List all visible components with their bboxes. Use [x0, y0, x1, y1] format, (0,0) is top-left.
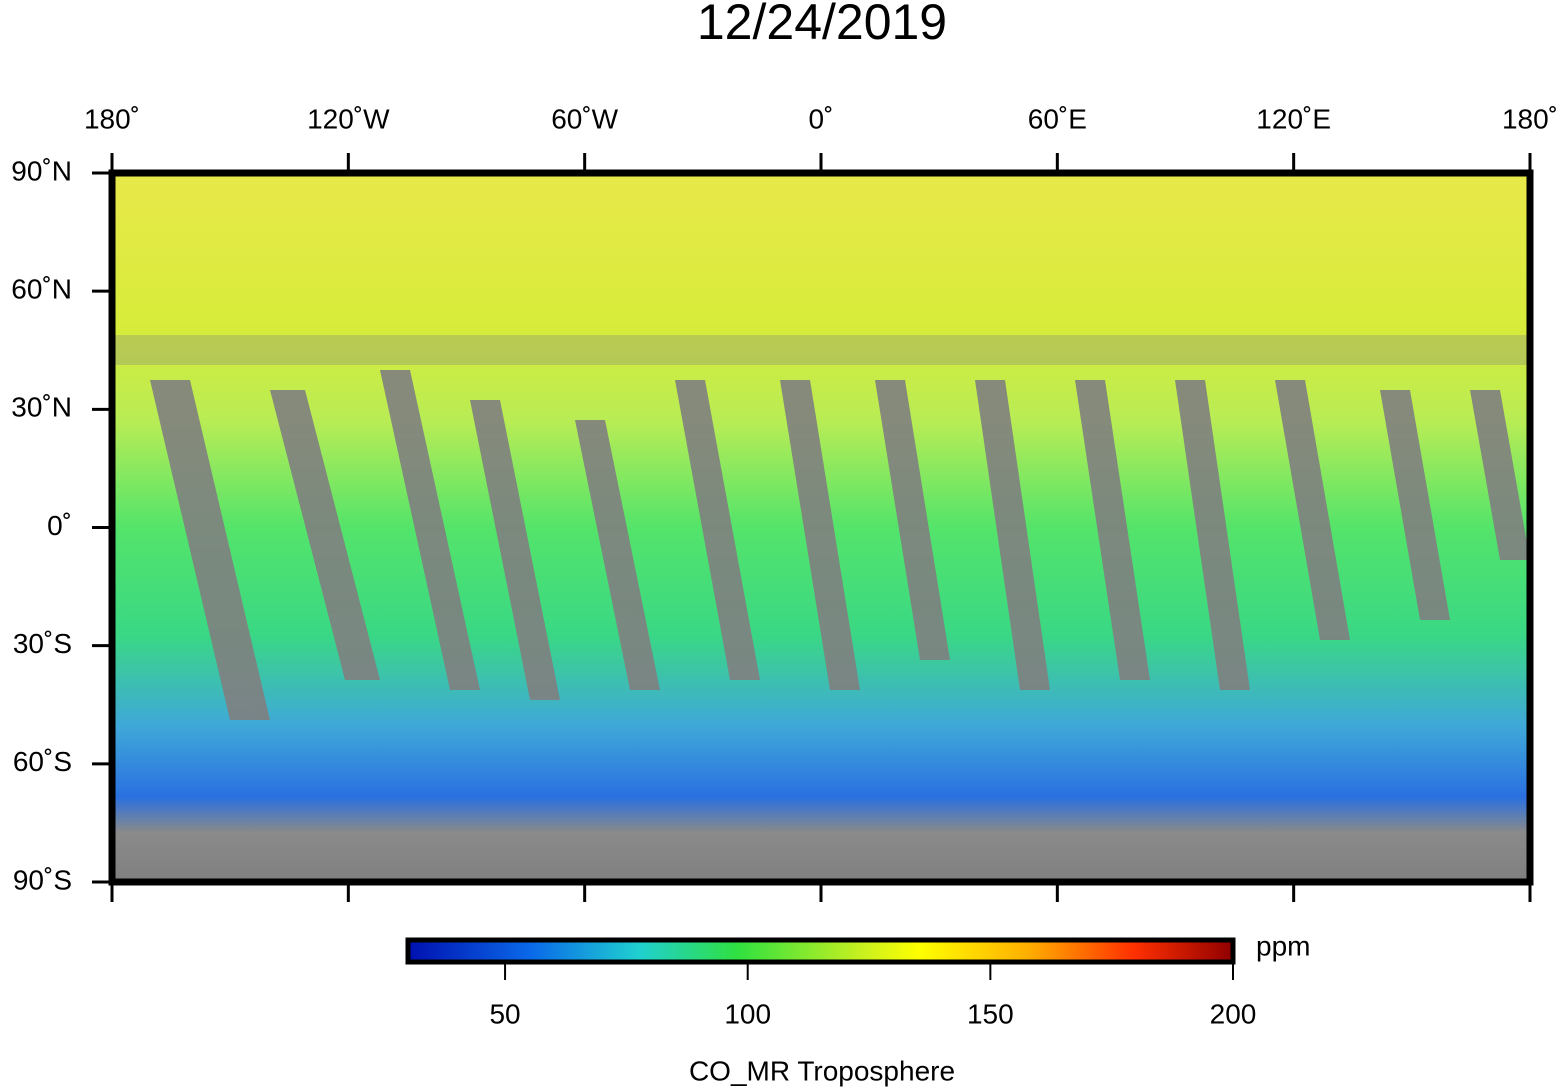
- colorbar-label: CO_MR Troposphere: [689, 1055, 955, 1086]
- lon-tick-label: 180˚: [1502, 103, 1558, 134]
- lat-tick-label: 90˚S: [13, 864, 72, 895]
- lon-tick-label: 60˚E: [1028, 103, 1087, 134]
- lon-tick-label: 120˚E: [1256, 103, 1331, 134]
- lat-tick-label: 30˚S: [13, 628, 72, 659]
- lat-tick-label: 60˚N: [11, 274, 72, 305]
- colorbar-tick-label: 200: [1210, 998, 1257, 1029]
- colorbar-tick-label: 150: [967, 998, 1014, 1029]
- lon-tick-label: 180˚: [84, 103, 140, 134]
- lon-tick-label: 0˚: [809, 103, 834, 134]
- colorbar-tick-label: 100: [724, 998, 771, 1029]
- lat-tick-label: 60˚S: [13, 746, 72, 777]
- map-field: [112, 173, 1530, 882]
- lon-tick-label: 60˚W: [551, 103, 618, 134]
- title: 12/24/2019: [697, 0, 947, 50]
- lat-tick-label: 0˚: [47, 510, 72, 541]
- lat-tick-label: 30˚N: [11, 392, 72, 423]
- lat-tick-label: 90˚N: [11, 155, 72, 186]
- colorbar: [405, 937, 1236, 965]
- colorbar-tick-label: 50: [489, 998, 520, 1029]
- lon-tick-label: 120˚W: [307, 103, 390, 134]
- colorbar-unit: ppm: [1256, 930, 1310, 961]
